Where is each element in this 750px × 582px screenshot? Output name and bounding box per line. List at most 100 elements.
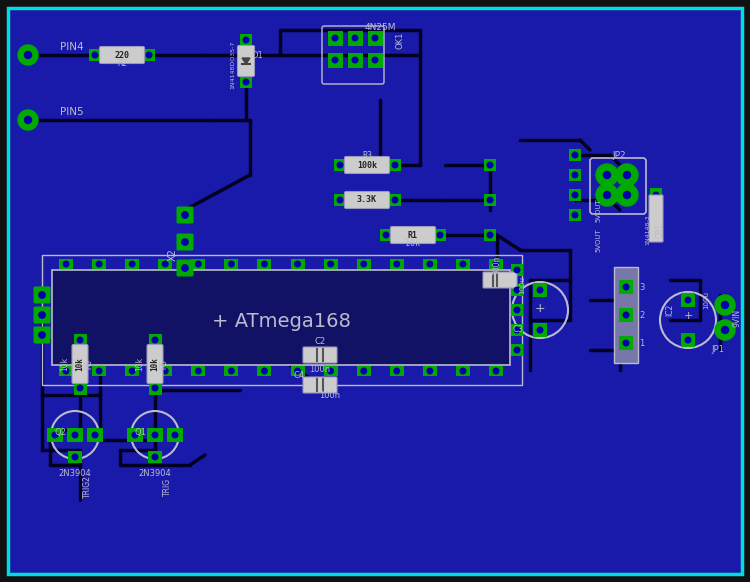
Bar	[158, 366, 172, 376]
Circle shape	[394, 368, 400, 374]
Circle shape	[460, 261, 466, 267]
Circle shape	[129, 368, 135, 374]
Circle shape	[392, 162, 398, 168]
Text: 1: 1	[639, 339, 644, 347]
Circle shape	[243, 79, 249, 85]
Text: TRIG: TRIG	[163, 478, 172, 496]
Circle shape	[372, 57, 378, 63]
Circle shape	[623, 191, 631, 198]
Text: IC2: IC2	[665, 304, 674, 316]
Circle shape	[623, 172, 631, 179]
Bar	[619, 308, 633, 322]
Circle shape	[383, 232, 388, 238]
Circle shape	[196, 368, 201, 374]
Circle shape	[308, 352, 313, 358]
Text: 1N4148DO35-7: 1N4148DO35-7	[230, 41, 236, 89]
Circle shape	[514, 347, 520, 353]
Circle shape	[163, 368, 168, 374]
Circle shape	[39, 312, 45, 318]
Bar	[569, 149, 581, 161]
FancyBboxPatch shape	[649, 195, 663, 242]
FancyBboxPatch shape	[34, 307, 50, 324]
Bar	[89, 49, 101, 61]
Circle shape	[427, 261, 433, 267]
FancyBboxPatch shape	[72, 345, 88, 384]
Text: 220: 220	[115, 51, 130, 59]
Bar	[224, 259, 238, 269]
Circle shape	[229, 368, 234, 374]
Bar	[42, 255, 522, 385]
Text: 10k: 10k	[406, 240, 421, 249]
Bar	[357, 366, 370, 376]
Circle shape	[572, 152, 578, 158]
Circle shape	[25, 51, 32, 59]
Circle shape	[63, 261, 69, 267]
Bar	[368, 52, 382, 68]
Bar	[347, 30, 362, 45]
FancyBboxPatch shape	[238, 45, 254, 76]
Bar	[357, 259, 370, 269]
Bar	[87, 428, 103, 442]
Bar	[148, 333, 161, 346]
Bar	[240, 76, 252, 88]
Bar	[334, 159, 346, 171]
Circle shape	[514, 327, 520, 333]
Bar	[569, 189, 581, 201]
Circle shape	[196, 261, 201, 267]
Circle shape	[604, 172, 610, 179]
Text: Q1: Q1	[134, 428, 146, 438]
Text: 10k: 10k	[61, 357, 70, 371]
FancyBboxPatch shape	[34, 327, 50, 343]
Bar	[74, 381, 86, 395]
Text: 3.3K: 3.3K	[357, 196, 377, 204]
Circle shape	[715, 295, 735, 315]
Bar	[191, 366, 206, 376]
Circle shape	[352, 57, 358, 63]
Bar	[92, 259, 106, 269]
Circle shape	[163, 261, 168, 267]
Circle shape	[352, 35, 358, 41]
Circle shape	[25, 116, 32, 123]
Circle shape	[514, 287, 520, 293]
Text: 2: 2	[639, 311, 644, 320]
Text: 100k: 100k	[357, 161, 377, 169]
Bar	[456, 366, 470, 376]
Circle shape	[507, 277, 513, 283]
Text: 3: 3	[639, 282, 645, 292]
Circle shape	[77, 337, 82, 343]
Bar	[148, 381, 161, 395]
Text: PIN5: PIN5	[60, 107, 84, 117]
Bar	[257, 366, 272, 376]
Text: 9VIN: 9VIN	[733, 309, 742, 327]
Text: 5VOUT: 5VOUT	[595, 198, 601, 222]
Bar	[191, 259, 206, 269]
Circle shape	[653, 192, 658, 198]
Text: 100n: 100n	[493, 255, 502, 275]
Bar	[389, 159, 401, 171]
Circle shape	[488, 232, 493, 238]
Circle shape	[653, 212, 658, 218]
Text: +: +	[683, 311, 693, 321]
Bar	[650, 208, 662, 222]
Circle shape	[262, 261, 267, 267]
Bar	[148, 451, 162, 463]
FancyBboxPatch shape	[176, 233, 194, 250]
Circle shape	[332, 35, 338, 41]
Circle shape	[295, 261, 300, 267]
Bar	[323, 349, 337, 361]
Circle shape	[146, 52, 152, 58]
Circle shape	[596, 184, 618, 206]
Circle shape	[488, 277, 493, 283]
Circle shape	[686, 297, 691, 303]
Bar	[147, 428, 163, 442]
Text: 10k: 10k	[151, 357, 160, 371]
Bar	[347, 52, 362, 68]
Bar	[323, 378, 337, 392]
Circle shape	[623, 340, 628, 346]
Circle shape	[328, 261, 334, 267]
Circle shape	[152, 454, 157, 460]
Bar	[125, 259, 140, 269]
Circle shape	[616, 164, 638, 186]
Circle shape	[572, 192, 578, 198]
Bar	[68, 451, 82, 463]
